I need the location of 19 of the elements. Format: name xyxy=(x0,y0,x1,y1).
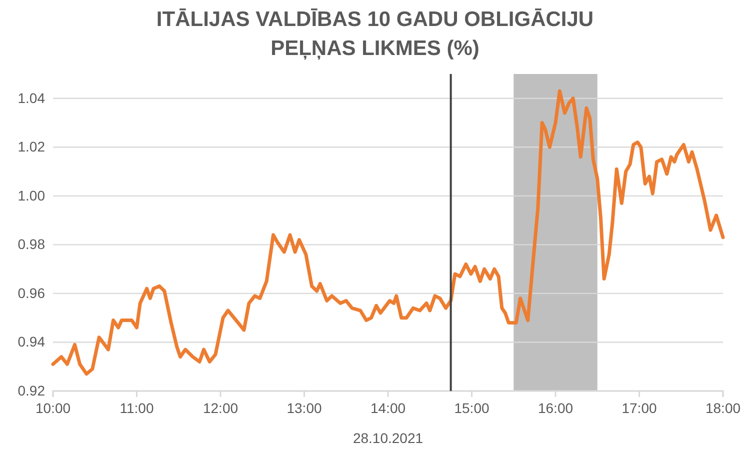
y-tick-label: 0.92 xyxy=(18,382,46,398)
x-tick-label: 10:00 xyxy=(35,400,71,416)
y-tick-label: 1.04 xyxy=(18,90,46,106)
x-tick-label: 13:00 xyxy=(286,400,322,416)
y-tick-label: 0.98 xyxy=(18,236,46,252)
x-tick-label: 15:00 xyxy=(454,400,490,416)
y-tick-label: 0.94 xyxy=(18,334,46,350)
x-tick-label: 17:00 xyxy=(622,400,657,416)
x-tick-label: 18:00 xyxy=(705,400,741,416)
x-tick-label: 14:00 xyxy=(370,400,406,416)
x-tick-label: 12:00 xyxy=(202,400,238,416)
x-tick-label: 11:00 xyxy=(120,400,154,416)
x-tick-label: 16:00 xyxy=(538,400,574,416)
x-axis-title: 28.10.2021 xyxy=(352,430,424,446)
y-tick-label: 1.02 xyxy=(18,138,46,155)
chart-title: ITĀLIJAS VALDĪBAS 10 GADU OBLIGĀCIJU PEĻŅAS LIKMES (%) xyxy=(156,8,594,60)
y-tick-label: 1.00 xyxy=(18,187,46,204)
y-tick-label: 0.96 xyxy=(18,284,46,301)
line-series xyxy=(51,89,725,376)
